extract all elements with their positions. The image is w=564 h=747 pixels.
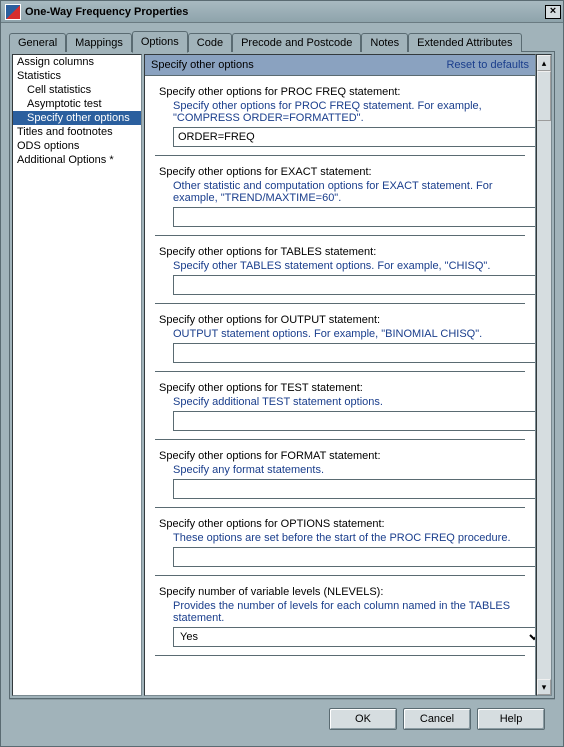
nlevels-label: Specify number of variable levels (NLEVE…: [159, 586, 525, 598]
sidebar-item-additional-options[interactable]: Additional Options *: [13, 153, 141, 167]
nlevels-select[interactable]: Yes: [173, 627, 536, 647]
exact-hint: Other statistic and computation options …: [173, 180, 525, 204]
procfreq-label: Specify other options for PROC FREQ stat…: [159, 86, 525, 98]
exact-label: Specify other options for EXACT statemen…: [159, 166, 525, 178]
client-area: General Mappings Options Code Precode an…: [1, 23, 563, 746]
test-label: Specify other options for TEST statement…: [159, 382, 525, 394]
close-button[interactable]: ×: [545, 5, 561, 19]
tab-precode-postcode[interactable]: Precode and Postcode: [232, 33, 361, 52]
tables-hint: Specify other TABLES statement options. …: [173, 260, 525, 272]
sidebar-item-specify-other-options[interactable]: Specify other options: [13, 111, 141, 125]
exact-input[interactable]: [173, 207, 536, 227]
dialog-footer: OK Cancel Help: [9, 699, 555, 738]
options-hint: These options are set before the start o…: [173, 532, 525, 544]
section-format: Specify other options for FORMAT stateme…: [145, 440, 535, 503]
section-exact: Specify other options for EXACT statemen…: [145, 156, 535, 231]
section-output: Specify other options for OUTPUT stateme…: [145, 304, 535, 367]
vertical-scrollbar[interactable]: ▴ ▾: [536, 54, 552, 696]
procfreq-input[interactable]: [173, 127, 536, 147]
scroll-up-button[interactable]: ▴: [537, 55, 551, 71]
section-tables: Specify other options for TABLES stateme…: [145, 236, 535, 299]
test-hint: Specify additional TEST statement option…: [173, 396, 525, 408]
tab-row: General Mappings Options Code Precode an…: [9, 31, 555, 52]
options-input[interactable]: [173, 547, 536, 567]
titlebar: One-Way Frequency Properties ×: [1, 1, 563, 23]
format-hint: Specify any format statements.: [173, 464, 525, 476]
output-input[interactable]: [173, 343, 536, 363]
section-options: Specify other options for OPTIONS statem…: [145, 508, 535, 571]
test-input[interactable]: [173, 411, 536, 431]
tables-input[interactable]: [173, 275, 536, 295]
sidebar-item-ods-options[interactable]: ODS options: [13, 139, 141, 153]
sidebar-item-statistics[interactable]: Statistics: [13, 69, 141, 83]
section-nlevels: Specify number of variable levels (NLEVE…: [145, 576, 535, 651]
panel-title: Specify other options: [151, 59, 254, 71]
content-wrap: Specify other options Reset to defaults …: [144, 54, 552, 696]
sidebar: Assign columns Statistics Cell statistic…: [12, 54, 142, 696]
cancel-button[interactable]: Cancel: [403, 708, 471, 730]
tab-pane: Assign columns Statistics Cell statistic…: [9, 51, 555, 699]
tables-label: Specify other options for TABLES stateme…: [159, 246, 525, 258]
app-icon: [5, 4, 21, 20]
sidebar-item-cell-statistics[interactable]: Cell statistics: [13, 83, 141, 97]
divider: [155, 655, 525, 656]
scroll-thumb[interactable]: [537, 71, 551, 121]
tab-extended-attributes[interactable]: Extended Attributes: [408, 33, 521, 52]
sidebar-item-asymptotic-test[interactable]: Asymptotic test: [13, 97, 141, 111]
tab-code[interactable]: Code: [188, 33, 232, 52]
tab-mappings[interactable]: Mappings: [66, 33, 132, 52]
help-button[interactable]: Help: [477, 708, 545, 730]
panel-header: Specify other options Reset to defaults: [145, 55, 535, 76]
output-hint: OUTPUT statement options. For example, "…: [173, 328, 525, 340]
tab-notes[interactable]: Notes: [361, 33, 408, 52]
output-label: Specify other options for OUTPUT stateme…: [159, 314, 525, 326]
ok-button[interactable]: OK: [329, 708, 397, 730]
section-procfreq: Specify other options for PROC FREQ stat…: [145, 76, 535, 151]
format-input[interactable]: [173, 479, 536, 499]
sidebar-item-assign-columns[interactable]: Assign columns: [13, 55, 141, 69]
procfreq-hint: Specify other options for PROC FREQ stat…: [173, 100, 525, 124]
tab-general[interactable]: General: [9, 33, 66, 52]
tab-options[interactable]: Options: [132, 31, 188, 53]
section-test: Specify other options for TEST statement…: [145, 372, 535, 435]
reset-to-defaults-link[interactable]: Reset to defaults: [446, 59, 529, 71]
window-title: One-Way Frequency Properties: [25, 6, 545, 18]
properties-window: One-Way Frequency Properties × General M…: [0, 0, 564, 747]
sidebar-item-titles-footnotes[interactable]: Titles and footnotes: [13, 125, 141, 139]
content-panel: Specify other options Reset to defaults …: [144, 54, 536, 696]
scroll-down-button[interactable]: ▾: [537, 679, 551, 695]
format-label: Specify other options for FORMAT stateme…: [159, 450, 525, 462]
nlevels-hint: Provides the number of levels for each c…: [173, 600, 525, 624]
options-label: Specify other options for OPTIONS statem…: [159, 518, 525, 530]
